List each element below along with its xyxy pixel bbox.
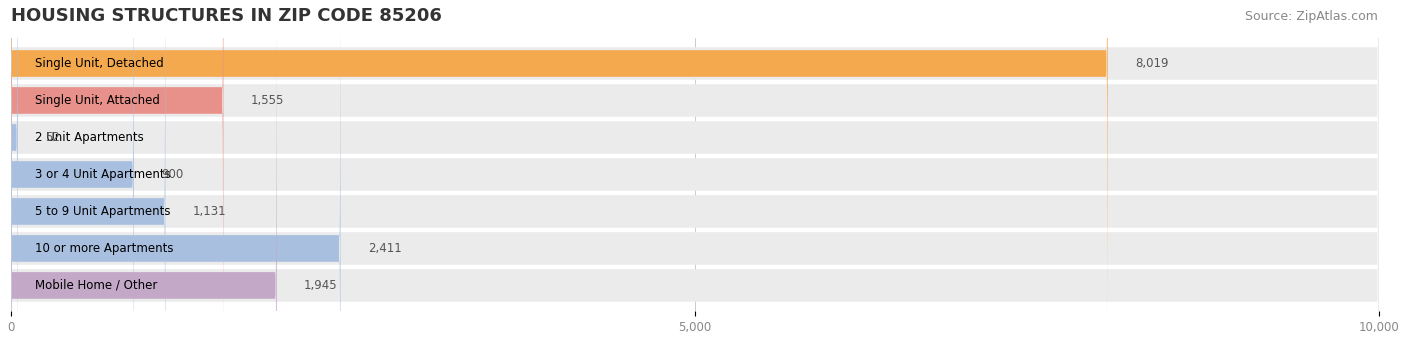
- FancyBboxPatch shape: [11, 0, 18, 341]
- Text: 1,555: 1,555: [250, 94, 284, 107]
- FancyBboxPatch shape: [11, 0, 1379, 341]
- Text: 52: 52: [45, 131, 60, 144]
- FancyBboxPatch shape: [11, 0, 1379, 341]
- Text: 10 or more Apartments: 10 or more Apartments: [35, 242, 174, 255]
- FancyBboxPatch shape: [11, 0, 134, 341]
- Text: 2 Unit Apartments: 2 Unit Apartments: [35, 131, 143, 144]
- Text: 3 or 4 Unit Apartments: 3 or 4 Unit Apartments: [35, 168, 172, 181]
- Text: Mobile Home / Other: Mobile Home / Other: [35, 279, 157, 292]
- Text: Single Unit, Detached: Single Unit, Detached: [35, 57, 165, 70]
- Text: Source: ZipAtlas.com: Source: ZipAtlas.com: [1244, 10, 1378, 23]
- FancyBboxPatch shape: [11, 0, 1108, 341]
- FancyBboxPatch shape: [11, 0, 1379, 341]
- FancyBboxPatch shape: [11, 0, 1379, 341]
- FancyBboxPatch shape: [11, 0, 340, 341]
- Text: 900: 900: [162, 168, 183, 181]
- Text: 2,411: 2,411: [368, 242, 402, 255]
- Text: 5 to 9 Unit Apartments: 5 to 9 Unit Apartments: [35, 205, 170, 218]
- FancyBboxPatch shape: [11, 0, 1379, 341]
- FancyBboxPatch shape: [11, 0, 166, 341]
- Text: 8,019: 8,019: [1135, 57, 1168, 70]
- Text: HOUSING STRUCTURES IN ZIP CODE 85206: HOUSING STRUCTURES IN ZIP CODE 85206: [11, 7, 441, 25]
- FancyBboxPatch shape: [11, 0, 277, 341]
- Text: 1,945: 1,945: [304, 279, 337, 292]
- Text: 1,131: 1,131: [193, 205, 226, 218]
- Text: Single Unit, Attached: Single Unit, Attached: [35, 94, 160, 107]
- FancyBboxPatch shape: [11, 0, 1379, 341]
- FancyBboxPatch shape: [11, 0, 224, 341]
- FancyBboxPatch shape: [11, 0, 1379, 341]
